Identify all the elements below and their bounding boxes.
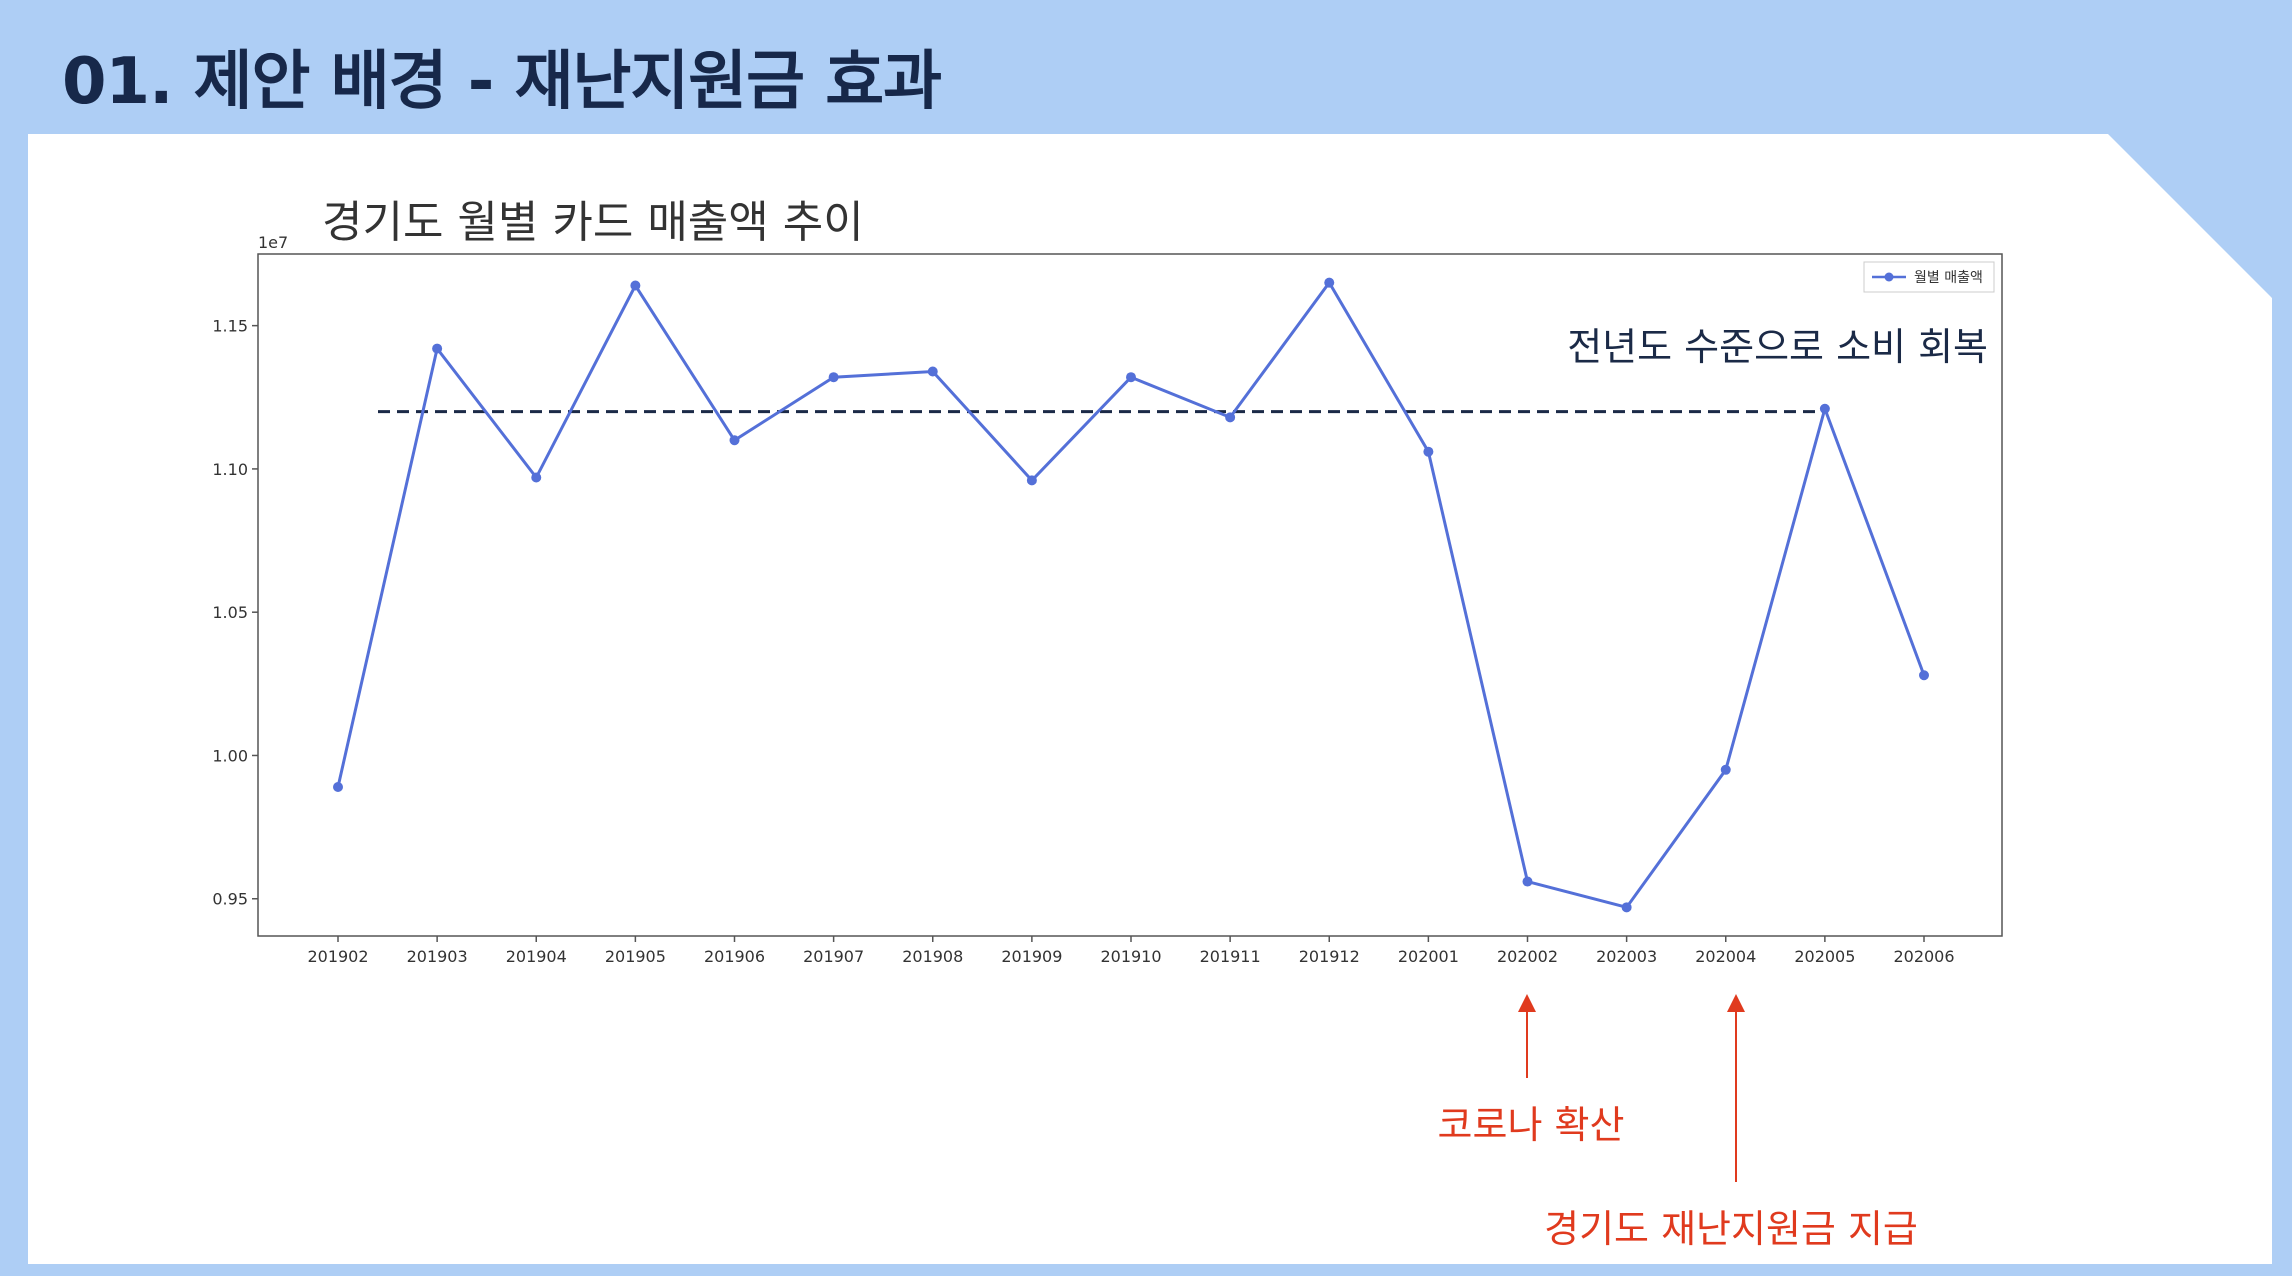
- support-arrow-head: [1727, 994, 1745, 1012]
- data-point: [1522, 876, 1533, 887]
- y-tick-label: 1.10: [212, 460, 248, 479]
- x-axis: 201902 201903 201904 201905 201906 201907 2019…: [307, 936, 1955, 966]
- x-tick-label: 202006: [1893, 947, 1954, 966]
- x-tick-label: 201912: [1299, 947, 1360, 966]
- support-annotation: 경기도 재난지원금 지급: [1544, 1207, 1918, 1251]
- x-tick-label: 201905: [605, 947, 666, 966]
- data-point: [1919, 670, 1929, 681]
- plot-frame: [257, 253, 2003, 937]
- x-tick-label: 202002: [1497, 947, 1558, 966]
- y-tick-label: 0.95: [212, 890, 248, 909]
- data-point: [1819, 403, 1830, 414]
- data-point: [1225, 412, 1236, 423]
- data-point: [630, 280, 641, 291]
- data-point: [828, 372, 839, 383]
- y-tick-label: 1.15: [212, 317, 248, 336]
- x-tick-label: 201909: [1001, 947, 1062, 966]
- x-tick-label: 201902: [307, 947, 368, 966]
- data-point: [1621, 902, 1632, 913]
- offset-label: 1e7: [258, 233, 288, 252]
- x-tick-label: 201904: [506, 947, 567, 966]
- data-point: [531, 472, 542, 483]
- data-point: [333, 781, 343, 792]
- data-point: [1720, 764, 1731, 775]
- y-tick-label: 1.05: [212, 603, 248, 622]
- data-point: [1126, 372, 1136, 383]
- y-tick-label: 1.00: [212, 746, 248, 765]
- x-tick-label: 201911: [1200, 947, 1261, 966]
- x-tick-label: 202001: [1398, 947, 1459, 966]
- recovery-annotation: 전년도 수준으로 소비 회복: [1567, 325, 1988, 369]
- x-tick-label: 201910: [1100, 947, 1161, 966]
- content-card: [28, 134, 2272, 1264]
- x-tick-label: 201906: [704, 947, 765, 966]
- x-tick-label: 202003: [1596, 947, 1657, 966]
- slide-title: 01. 제안 배경 - 재난지원금 효과: [62, 45, 942, 119]
- data-point: [1324, 277, 1335, 288]
- data-point: [729, 435, 740, 446]
- annotation-arrows: [1518, 994, 1745, 1182]
- x-tick-label: 202005: [1794, 947, 1855, 966]
- legend-dot-marker: [1884, 272, 1894, 282]
- data-point: [1026, 475, 1037, 486]
- chart-title: 경기도 월별 카드 매출액 추이: [322, 197, 864, 248]
- legend: 월별 매출액: [1863, 261, 1995, 293]
- x-tick-label: 201903: [407, 947, 468, 966]
- data-point: [432, 343, 443, 354]
- data-point: [927, 366, 938, 377]
- legend-label: 월별 매출액: [1914, 270, 1983, 286]
- data-points: [333, 277, 1929, 913]
- y-axis: 0.95 1.00 1.05 1.10 1.15: [212, 317, 258, 909]
- covid-annotation: 코로나 확산: [1437, 1103, 1625, 1147]
- x-tick-label: 201908: [902, 947, 963, 966]
- data-point: [1423, 446, 1434, 457]
- x-tick-label: 201907: [803, 947, 864, 966]
- x-tick-label: 202004: [1695, 947, 1756, 966]
- covid-arrow-head: [1518, 994, 1536, 1012]
